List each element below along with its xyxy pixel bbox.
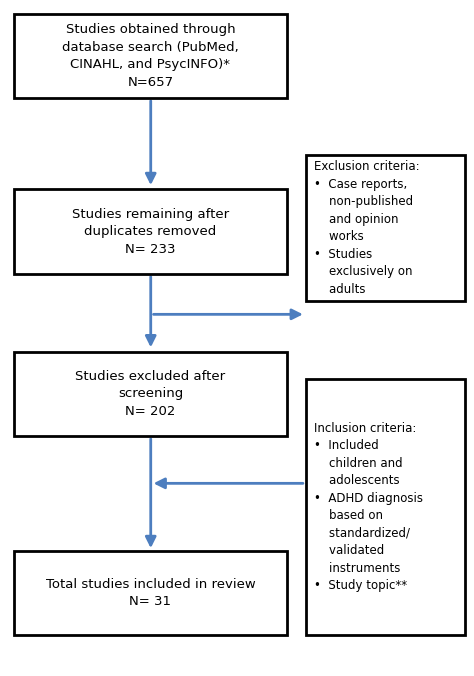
FancyBboxPatch shape <box>306 379 465 635</box>
FancyBboxPatch shape <box>14 352 287 436</box>
FancyBboxPatch shape <box>14 551 287 635</box>
FancyBboxPatch shape <box>14 14 287 98</box>
Text: Exclusion criteria:
•  Case reports,
    non-published
    and opinion
    works: Exclusion criteria: • Case reports, non-… <box>314 160 420 296</box>
Text: Studies excluded after
screening
N= 202: Studies excluded after screening N= 202 <box>75 370 226 418</box>
Text: Studies remaining after
duplicates removed
N= 233: Studies remaining after duplicates remov… <box>72 208 229 256</box>
Text: Total studies included in review
N= 31: Total studies included in review N= 31 <box>46 578 255 608</box>
Text: Inclusion criteria:
•  Included
    children and
    adolescents
•  ADHD diagnos: Inclusion criteria: • Included children … <box>314 422 423 592</box>
FancyBboxPatch shape <box>14 189 287 274</box>
FancyBboxPatch shape <box>306 155 465 301</box>
Text: Studies obtained through
database search (PubMed,
CINAHL, and PsycINFO)*
N=657: Studies obtained through database search… <box>62 23 239 89</box>
